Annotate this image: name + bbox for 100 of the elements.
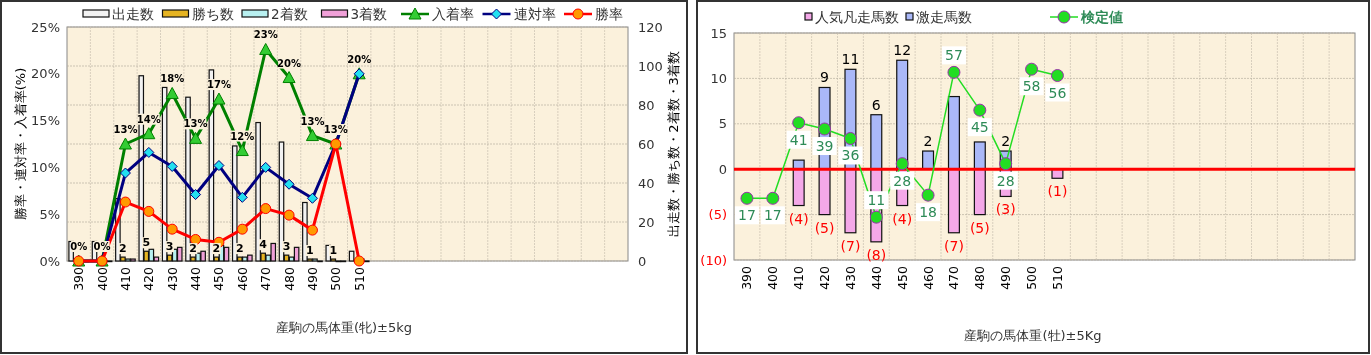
data-label: 0% xyxy=(70,241,88,252)
y-tick-label: 25% xyxy=(31,19,60,35)
legend-label: 検定値 xyxy=(1080,9,1123,25)
legend-label: 連対率 xyxy=(513,6,556,22)
data-label: 1 xyxy=(306,244,314,258)
y2-axis-title: 出走数・勝ち数・2着数・3着数 xyxy=(666,51,681,237)
y2-tick-label: 120 xyxy=(638,19,663,35)
legend-label: 2着数 xyxy=(271,6,308,22)
x-tick-label: 390 xyxy=(739,265,755,290)
data-label: (5) xyxy=(969,219,990,236)
x-tick-label: 490 xyxy=(998,265,1014,290)
data-label: 13% xyxy=(323,124,348,135)
y2-tick-label: 0 xyxy=(638,253,647,269)
y-axis-title: 勝率・連対率・入着率(%) xyxy=(13,67,28,221)
data-label: 57 xyxy=(945,47,963,64)
x-tick-label: 480 xyxy=(281,266,297,291)
y-tick-label: 20% xyxy=(31,66,60,82)
x-tick-label: 450 xyxy=(211,266,227,291)
data-label: 2 xyxy=(923,133,933,150)
data-label: 39 xyxy=(815,138,834,155)
data-label: (7) xyxy=(944,237,964,254)
x-tick-label: 450 xyxy=(894,265,910,290)
x-tick-label: 420 xyxy=(817,265,833,290)
legend-label: 勝率 xyxy=(595,6,623,22)
y-tick-label: 0% xyxy=(39,253,60,269)
x-tick-label: 460 xyxy=(234,266,250,291)
x-tick-label: 490 xyxy=(304,266,320,291)
data-label: 23% xyxy=(253,29,278,41)
data-label: 17% xyxy=(206,79,231,91)
data-label: 5 xyxy=(142,236,151,250)
x-tick-label: 510 xyxy=(1049,265,1065,290)
legend-label: 激走馬数 xyxy=(916,9,972,25)
data-label: 3 xyxy=(165,240,174,254)
data-label: (8) xyxy=(866,246,887,263)
data-label: 2 xyxy=(119,242,127,256)
data-label: (7) xyxy=(840,237,861,254)
y2-tick-label: 60 xyxy=(638,136,655,152)
y-tick-label: 15 xyxy=(710,25,727,41)
x-tick-label: 440 xyxy=(868,265,884,290)
y-tick-label: 15% xyxy=(31,113,60,129)
y2-tick-label: 20 xyxy=(638,214,655,230)
y2-tick-label: 40 xyxy=(638,175,655,191)
data-label: 1 xyxy=(329,244,338,258)
data-label: 14% xyxy=(136,113,161,125)
data-label: 18 xyxy=(919,204,937,221)
data-label: 18% xyxy=(160,73,185,85)
x-tick-label: 400 xyxy=(765,265,781,290)
data-label: 3 xyxy=(282,240,291,254)
data-label: 6 xyxy=(871,96,881,113)
x-tick-label: 460 xyxy=(920,265,936,290)
data-label: (5) xyxy=(814,219,835,236)
y2-tick-label: 80 xyxy=(638,97,655,113)
x-tick-label: 400 xyxy=(94,266,110,291)
x-tick-label: 440 xyxy=(188,266,204,291)
x-tick-label: 410 xyxy=(791,265,807,290)
y-tick-label: 5 xyxy=(718,116,727,132)
x-tick-label: 470 xyxy=(946,265,962,290)
data-label: 13% xyxy=(300,115,325,127)
legend-label: 人気凡走馬数 xyxy=(815,9,899,25)
data-label: 13% xyxy=(113,124,138,135)
data-label: (4) xyxy=(788,210,809,227)
data-label: 58 xyxy=(1022,78,1041,95)
legend-label: 勝ち数 xyxy=(191,6,234,22)
y-tick-label: 10% xyxy=(31,159,60,175)
data-label: 2 xyxy=(1001,133,1011,150)
y-tick-label: 10 xyxy=(710,70,727,86)
data-label: 17 xyxy=(763,207,782,224)
x-tick-label: 500 xyxy=(1024,265,1040,290)
data-label: 13% xyxy=(183,118,208,130)
data-label: (3) xyxy=(995,201,1016,218)
data-label: 2 xyxy=(189,242,197,256)
x-tick-label: 430 xyxy=(164,266,180,291)
data-label: 9 xyxy=(820,69,830,86)
legend-label: 入着率 xyxy=(432,6,474,22)
y-tick-label: (5) xyxy=(708,207,727,223)
x-tick-label: 420 xyxy=(141,266,157,291)
data-label: 20% xyxy=(347,53,372,65)
data-label: 2 xyxy=(212,242,221,256)
data-label: 41 xyxy=(789,131,808,148)
y-tick-label: 5% xyxy=(39,206,60,222)
y-tick-label: (10) xyxy=(700,252,727,268)
data-label: 36 xyxy=(841,147,860,164)
data-label: 0% xyxy=(93,241,111,252)
data-label: 2 xyxy=(235,242,244,256)
data-label: 56 xyxy=(1048,84,1067,101)
x-tick-label: 500 xyxy=(328,266,344,291)
data-label: 11 xyxy=(841,51,860,68)
legend-label: 3着数 xyxy=(350,6,388,22)
x-tick-label: 430 xyxy=(842,265,858,290)
data-label: 11 xyxy=(867,192,886,209)
data-label: 28 xyxy=(893,172,912,189)
x-axis-title: 産駒の馬体重(牝)±5kg xyxy=(275,320,413,335)
data-label: 4 xyxy=(259,238,268,252)
data-label: 12% xyxy=(230,130,255,142)
x-tick-label: 510 xyxy=(351,266,367,291)
data-label: 28 xyxy=(996,172,1015,189)
x-tick-label: 390 xyxy=(71,266,87,291)
data-label: 17 xyxy=(738,207,756,224)
data-label: 45 xyxy=(970,119,989,136)
x-tick-label: 470 xyxy=(258,266,274,291)
